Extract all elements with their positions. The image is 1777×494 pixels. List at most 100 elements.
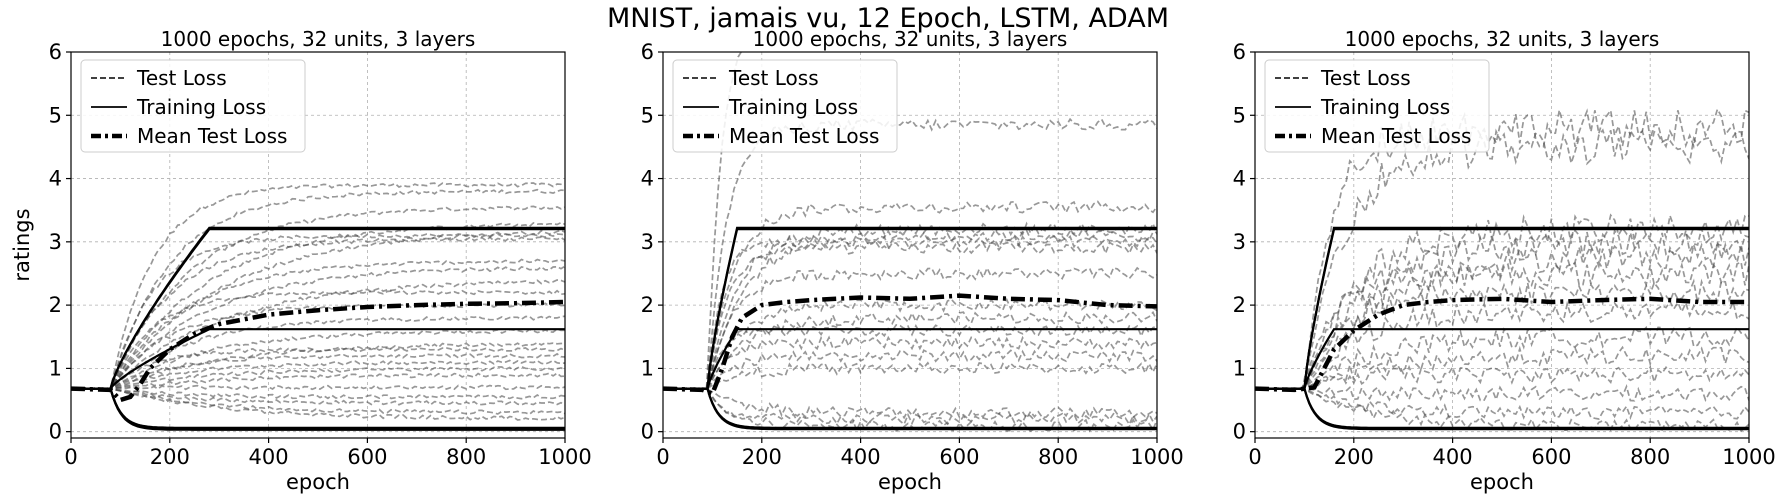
training-loss-line [71, 328, 565, 390]
x-tick-label: 200 [150, 445, 190, 469]
y-tick-label: 3 [641, 230, 654, 254]
mean-test-loss-line [71, 299, 565, 403]
test-loss-line [71, 182, 565, 390]
y-tick-label: 5 [641, 103, 654, 127]
training-loss-line [1255, 387, 1749, 429]
x-tick-label: 600 [939, 445, 979, 469]
legend-box [1264, 59, 1490, 153]
axes-frame [662, 51, 1158, 439]
test-loss-line [71, 328, 565, 391]
subplot-2: 0 200 400 600 800 1000 0 1 2 3 4 5 6 1000 epochs, 32 … [641, 27, 1184, 494]
test-loss-line [1255, 345, 1749, 391]
subplot-title: 1000 epochs, 32 units, 3 layers [161, 27, 476, 51]
x-tick-label: 800 [1038, 445, 1078, 469]
test-loss-line [71, 221, 565, 390]
training-loss-line [71, 387, 565, 429]
y-tick-label: 6 [641, 40, 654, 64]
training-loss-line [1255, 328, 1749, 390]
y-tick-label: 2 [641, 293, 654, 317]
plot-area [663, 52, 1157, 433]
training-loss-line [71, 228, 565, 390]
y-tick-label: 0 [641, 420, 654, 444]
test-loss-line [1255, 241, 1749, 391]
legend-label: Mean Test Loss [1321, 124, 1471, 148]
y-tick-label: 4 [49, 167, 62, 191]
legend-label: Test Loss [1320, 66, 1411, 90]
y-axis-label: ratings [10, 208, 34, 281]
test-loss-line [71, 258, 565, 390]
y-tick-label: 0 [49, 420, 62, 444]
test-loss-line [71, 302, 565, 390]
test-loss-line [71, 372, 565, 390]
test-loss-line [1255, 128, 1749, 391]
test-loss-line [71, 289, 565, 390]
test-loss-line [1255, 364, 1749, 390]
test-loss-line [71, 346, 565, 391]
test-loss-line [663, 234, 1157, 391]
x-tick-label: 0 [64, 445, 77, 469]
x-axis-label: epoch [1470, 470, 1534, 494]
test-loss-line [1255, 278, 1749, 391]
x-tick-label: 1000 [1722, 445, 1775, 469]
test-loss-line [663, 361, 1157, 391]
test-loss-line [663, 266, 1157, 391]
test-loss-line [71, 387, 565, 400]
test-loss-line [71, 365, 565, 391]
training-loss-line [663, 228, 1157, 390]
subplot-title: 1000 epochs, 32 units, 3 layers [753, 27, 1068, 51]
x-tick-label: 0 [656, 445, 669, 469]
test-loss-line [1255, 325, 1749, 391]
legend-label: Training Loss [1320, 95, 1450, 119]
plot-area [1255, 107, 1749, 433]
legend-label: Test Loss [136, 66, 227, 90]
test-loss-line [663, 200, 1157, 391]
test-loss-line [1255, 384, 1749, 402]
training-loss-line [1255, 226, 1749, 390]
subplot-1: 0 200 400 600 800 1000 0 1 2 3 4 5 6 1000 epochs, 32 … [10, 27, 592, 494]
x-tick-label: 600 [1531, 445, 1571, 469]
test-loss-line [1255, 387, 1749, 420]
test-loss-line [663, 349, 1157, 390]
y-tick-label: 2 [49, 293, 62, 317]
y-tick-label: 1 [1233, 356, 1246, 380]
legend: Test Loss Training Loss Mean Test Loss [672, 59, 898, 153]
x-tick-label: 400 [841, 445, 881, 469]
x-tick-label: 1000 [1130, 445, 1183, 469]
training-loss-line [1255, 387, 1749, 431]
test-loss-line [71, 387, 565, 421]
test-loss-line [71, 279, 565, 391]
legend: Test Loss Training Loss Mean Test Loss [1264, 59, 1490, 153]
test-loss-line [663, 387, 1157, 420]
training-loss-line [663, 328, 1157, 390]
test-loss-line [663, 323, 1157, 391]
y-tick-label: 6 [49, 40, 62, 64]
y-tick-label: 5 [1233, 103, 1246, 127]
training-loss-line [663, 226, 1157, 390]
test-loss-line [1255, 260, 1749, 391]
legend-label: Mean Test Loss [137, 124, 287, 148]
mean-test-loss-line [663, 293, 1157, 397]
y-tick-label: 0 [1233, 420, 1246, 444]
test-loss-line [663, 117, 1157, 391]
x-tick-label: 200 [742, 445, 782, 469]
training-loss-line [663, 387, 1157, 431]
test-loss-line [71, 387, 565, 416]
test-loss-line [663, 387, 1157, 427]
x-tick-label: 400 [1433, 445, 1473, 469]
legend: Test Loss Training Loss Mean Test Loss [80, 59, 306, 153]
test-loss-line [71, 352, 565, 391]
legend-label: Training Loss [136, 95, 266, 119]
test-loss-line [71, 359, 565, 390]
subplot-title: 1000 epochs, 32 units, 3 layers [1345, 27, 1660, 51]
x-tick-label: 1000 [538, 445, 591, 469]
y-tick-label: 4 [1233, 167, 1246, 191]
y-tick-label: 2 [1233, 293, 1246, 317]
x-tick-label: 400 [249, 445, 289, 469]
mean-test-loss-line [1255, 296, 1749, 393]
subplot-3: 0 200 400 600 800 1000 0 1 2 3 4 5 6 1000 epochs, 32 … [1233, 27, 1776, 494]
legend-box [80, 59, 306, 153]
test-loss-line [71, 229, 565, 391]
axes-frame [1254, 51, 1750, 439]
legend-label: Training Loss [728, 95, 858, 119]
